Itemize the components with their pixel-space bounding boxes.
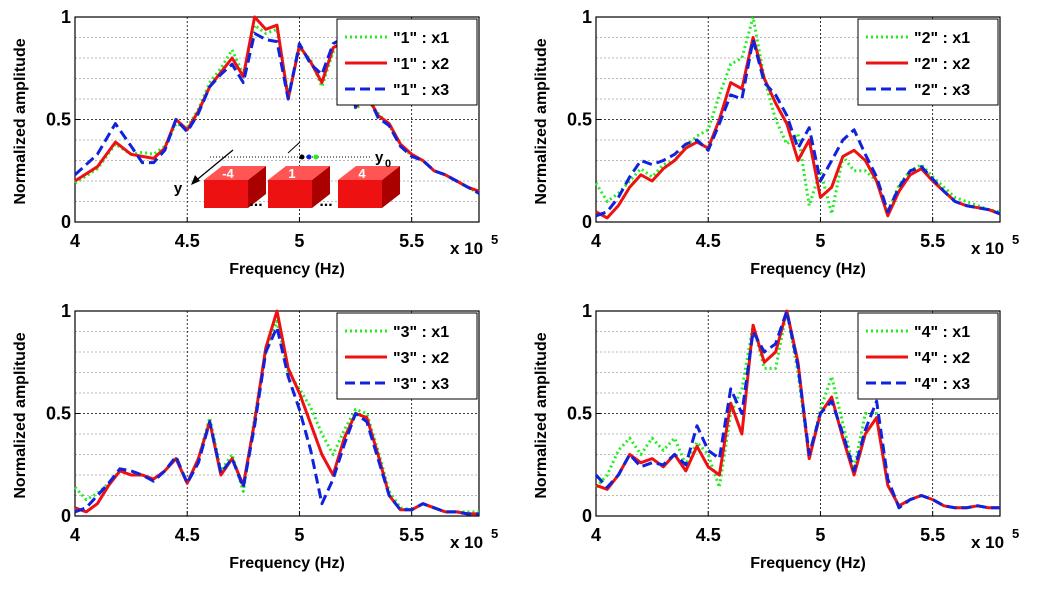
legend-entry: "2" : x2: [914, 56, 970, 73]
y-axis-label: Normalized amplitude: [533, 332, 550, 498]
inset-y-arrowhead: [191, 175, 200, 185]
legend-entry: "4" : x3: [914, 376, 970, 393]
inset-block-left-side: [248, 166, 266, 208]
x-tick-label: 5: [294, 231, 304, 251]
x-axis-label: Frequency (Hz): [229, 261, 345, 278]
inset-y-label: y: [174, 180, 183, 197]
y-tick-label: 1: [582, 301, 592, 321]
x-axis-label: Frequency (Hz): [750, 555, 866, 572]
x-tick-label: 5: [815, 525, 825, 545]
y-tick-label: 1: [582, 7, 592, 27]
x-multiplier: x 10: [971, 239, 1004, 258]
inset-dot-black: [299, 154, 305, 160]
x-tick-label: 5.5: [399, 525, 424, 545]
y-axis-label: Normalized amplitude: [533, 38, 550, 204]
legend-entry: "3" : x3: [393, 376, 449, 393]
y-axis-label: Normalized amplitude: [12, 332, 29, 498]
y-tick-label: 0.5: [567, 404, 592, 424]
series-line-x3: [74, 325, 479, 516]
y-tick-label: 0: [61, 212, 71, 232]
legend-entry: "2" : x3: [914, 82, 970, 99]
y-tick-label: 0: [582, 212, 592, 232]
inset-block-center-label: 1: [288, 166, 295, 181]
x-axis-label: Frequency (Hz): [750, 261, 866, 278]
y-tick-label: 1: [61, 301, 71, 321]
chart-svg: 4 4.5 5 5.5 0 0.5 1 Frequency (Hz) Normalized am…: [533, 301, 1019, 572]
chart-panel-2: 4 4.5 5 5.5 0 0.5 1 Frequency (Hz) Normalized am…: [521, 0, 1042, 294]
x-multiplier: x 10: [971, 533, 1004, 552]
x-multiplier-exponent: 5: [491, 232, 498, 247]
inset-block-right-top: [338, 166, 400, 180]
legend-entry: "1" : x1: [393, 30, 449, 47]
legend-entry: "3" : x2: [393, 350, 449, 367]
series-line-x3: [73, 31, 480, 195]
inset-dot-green: [313, 154, 319, 160]
series-line-x3: [594, 309, 1000, 510]
x-tick-label: 4: [70, 231, 80, 251]
x-tick-label: 4.5: [175, 525, 200, 545]
x-tick-label: 5.5: [920, 525, 945, 545]
x-multiplier-exponent: 5: [1012, 232, 1019, 247]
inset-block-left-label: -4: [222, 166, 234, 181]
chart-svg: 4 4.5 5 5.5 0 0.5 1 Frequency (Hz) Normalized am…: [533, 7, 1019, 278]
y-tick-label: 0: [582, 506, 592, 526]
series-line-x3: [595, 38, 1001, 218]
chart-svg: 4 4.5 5 5.5 0 0.5 1 Frequency (Hz) Normalized am…: [12, 7, 498, 278]
chart-panel-1: 4 4.5 5 5.5 0 0.5 1 Frequency (Hz) Normalized am…: [0, 0, 521, 294]
inset-y-axis-arrow: [192, 149, 234, 184]
x-multiplier: x 10: [450, 239, 483, 258]
inset-block-right-label: 4: [358, 166, 366, 181]
legend-entry: "1" : x3: [393, 82, 449, 99]
x-multiplier-exponent: 5: [491, 526, 498, 541]
x-multiplier-exponent: 5: [1012, 526, 1019, 541]
x-tick-label: 4: [591, 231, 601, 251]
legend-entry: "4" : x2: [914, 350, 970, 367]
x-tick-label: 4: [70, 525, 80, 545]
inset-dots-left: ...: [249, 193, 262, 210]
legend-entry: "1" : x2: [393, 56, 449, 73]
y-tick-label: 0.5: [46, 404, 71, 424]
x-tick-label: 4.5: [696, 525, 721, 545]
legend-entry: "2" : x1: [914, 30, 970, 47]
x-tick-label: 5.5: [399, 231, 424, 251]
x-tick-label: 4.5: [696, 231, 721, 251]
x-multiplier: x 10: [450, 533, 483, 552]
x-tick-label: 5: [815, 231, 825, 251]
inset-block-right-front: [338, 180, 382, 208]
inset-double-arrow: [287, 141, 301, 154]
y-axis-label: Normalized amplitude: [12, 38, 29, 204]
inset-block-center-top: [268, 166, 330, 180]
chart-panel-4: 4 4.5 5 5.5 0 0.5 1 Frequency (Hz) Normalized am…: [521, 294, 1042, 588]
inset-block-left-front: [204, 180, 248, 208]
y-tick-label: 0: [61, 506, 71, 526]
x-axis-label: Frequency (Hz): [229, 555, 345, 572]
x-tick-label: 4: [591, 525, 601, 545]
y-tick-label: 0.5: [46, 110, 71, 130]
inset-dots-right: ...: [319, 193, 332, 210]
x-tick-label: 5: [294, 525, 304, 545]
y-tick-label: 0.5: [567, 110, 592, 130]
inset-block-left-top: [204, 166, 266, 180]
inset-block-center-front: [268, 180, 312, 208]
chart-panel-3: 4 4.5 5 5.5 0 0.5 1 Frequency (Hz) Normalized am…: [0, 294, 521, 588]
inset-y0-subscript: 0: [385, 158, 391, 170]
inset-block-center-side: [312, 166, 330, 208]
geometry-inset: -4 1 4... ...yy 0: [174, 141, 400, 210]
legend-entry: "3" : x1: [393, 324, 449, 341]
chart-svg: 4 4.5 5 5.5 0 0.5 1 Frequency (Hz) Normalized am…: [12, 301, 498, 572]
inset-y0-label: y: [375, 149, 384, 166]
x-tick-label: 4.5: [175, 231, 200, 251]
x-tick-label: 5.5: [920, 231, 945, 251]
legend-entry: "4" : x1: [914, 324, 970, 341]
inset-block-right-side: [382, 166, 400, 208]
inset-dot-blue: [306, 154, 312, 160]
y-tick-label: 1: [61, 7, 71, 27]
